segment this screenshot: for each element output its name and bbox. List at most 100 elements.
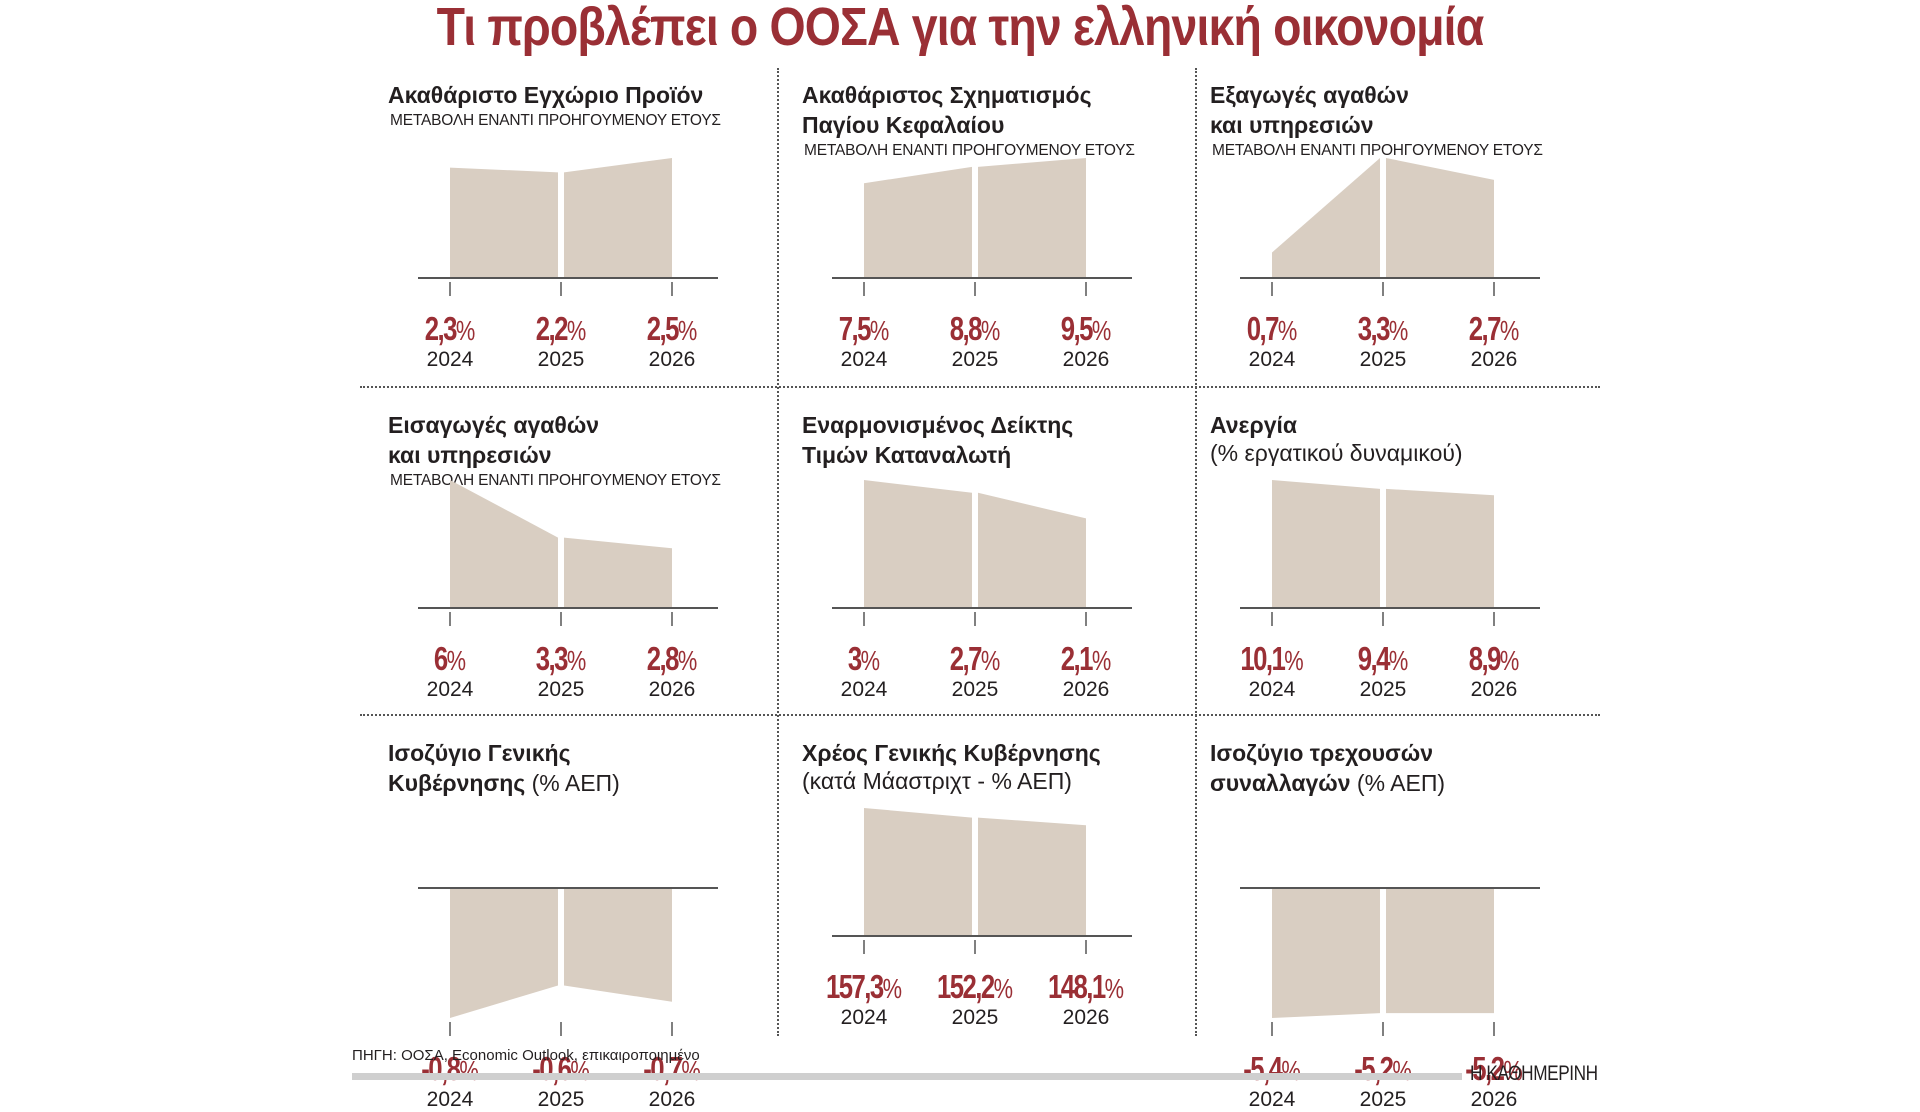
data-label-unit: % [882,973,903,1004]
x-tick-label: 2026 [1470,678,1518,701]
data-label: 6% [403,640,497,678]
data-label-unit: % [1499,315,1520,346]
x-tick-label: 2024 [426,1088,474,1111]
data-label-value: 0,7 [1246,310,1280,347]
x-tick-label: 2025 [1359,348,1407,371]
data-label-unit: % [1284,645,1304,676]
area-segment-2024-2025 [1272,480,1380,608]
data-label: -5,4% [1225,1050,1319,1088]
row-divider-2 [360,714,1600,716]
data-label-unit: % [1388,645,1409,676]
data-label-value: 9,4 [1357,640,1391,677]
chart-title-line2: Κυβέρνησης (% ΑΕΠ) [388,768,620,798]
x-tick-label: 2025 [1359,678,1407,701]
data-label-unit: % [1104,973,1125,1004]
data-label-unit: % [993,973,1014,1004]
area-chart [418,887,718,1036]
chart-subtitle: ΜΕΤΑΒΟΛΗ ΕΝΑΝΤΙ ΠΡΟΗΓΟΥΜΕΝΟΥ ΕΤΟΥΣ [390,472,721,489]
x-tick-label: 2026 [1470,1088,1518,1111]
data-label-unit: % [1503,1055,1523,1086]
x-tick-label: 2025 [951,678,999,701]
data-label-value: 9,5 [1060,310,1094,347]
x-tick-label: 2026 [1062,1006,1110,1029]
x-tick-label: 2024 [1248,348,1296,371]
area-chart [832,808,1132,954]
x-tick-label: 2024 [840,1006,888,1029]
chart-title: Ισοζύγιο τρεχουσών συναλλαγών (% ΑΕΠ) [1210,738,1445,798]
chart-title-line2-text: συναλλαγών [1210,770,1351,796]
area-segment-2025-2026 [1386,488,1494,608]
x-tick-label: 2025 [951,1006,999,1029]
chart-title-line2-text: και υπηρεσιών [1210,112,1374,138]
chart-panel: Χρέος Γενικής Κυβέρνησης (κατά Μάαστριχτ … [802,738,1202,1058]
data-label: 7,5% [817,310,911,348]
data-label-unit: % [980,315,1001,346]
chart-panel: Εναρμονισμένος Δείκτης Τιμών Καταναλωτή 3%… [802,410,1202,730]
area-chart [832,158,1132,296]
data-label-unit: % [446,645,467,676]
data-label: 2,8% [625,640,719,678]
chart-title-line1: Ισοζύγιο τρεχουσών [1210,740,1433,766]
area-segment-2024-2025 [864,166,972,278]
chart-title: Ισοζύγιο Γενικής Κυβέρνησης (% ΑΕΠ) [388,738,620,798]
x-tick-label: 2024 [840,678,888,701]
data-label-value: 2,5 [646,310,680,347]
chart-title-line2: και υπηρεσιών [388,440,599,470]
chart-title-line2: Παγίου Κεφαλαίου [802,110,1092,140]
chart-title-suffix: (% ΑΕΠ) [1356,770,1446,796]
x-tick-label: 2024 [840,348,888,371]
data-label: 8,8% [928,310,1022,348]
area-segment-2024-2025 [1272,158,1380,278]
data-label-value: 10,1 [1240,640,1285,677]
area-segment-2025-2026 [978,492,1086,608]
data-label-value: 3 [847,640,862,677]
data-label-value: 8,8 [949,310,983,347]
data-label: 2,2% [514,310,608,348]
data-label-value: 2,7 [1468,310,1502,347]
chart-panel: Ακαθάριστο Εγχώριο Προϊόν ΜΕΤΑΒΟΛΗ ΕΝΑΝΤΙ… [388,80,788,400]
data-label-value: 7,5 [838,310,872,347]
data-label-value: 3,3 [535,640,569,677]
data-label-unit: % [566,315,587,346]
area-segment-2024-2025 [864,808,972,936]
footer-bar [352,1073,1462,1080]
chart-title: Εξαγωγές αγαθών και υπηρεσιών [1210,80,1409,140]
data-label-value: 2,8 [646,640,680,677]
area-segment-2024-2025 [1272,888,1380,1018]
x-tick-label: 2026 [1470,348,1518,371]
chart-title-line1: Ακαθάριστο Εγχώριο Προϊόν [388,82,704,108]
data-label: 3,3% [1336,310,1430,348]
x-tick-label: 2026 [1062,348,1110,371]
page-title: Τι προβλέπει ο ΟΟΣΑ για την ελληνική οικ… [436,0,1485,57]
data-label-value: 2,7 [949,640,983,677]
data-label-value: 2,2 [535,310,569,347]
area-segment-2025-2026 [564,537,672,608]
data-label-unit: % [1091,315,1112,346]
data-label-unit: % [1499,645,1520,676]
data-label: 2,7% [1447,310,1541,348]
chart-subtitle: ΜΕΤΑΒΟΛΗ ΕΝΑΝΤΙ ΠΡΟΗΓΟΥΜΕΝΟΥ ΕΤΟΥΣ [390,112,721,129]
x-tick-label: 2026 [648,348,696,371]
data-label: 152,2% [928,968,1022,1006]
area-chart [1240,887,1540,1036]
data-label-unit: % [677,315,698,346]
x-tick-label: 2024 [1248,678,1296,701]
data-label-value: 2,3 [424,310,458,347]
area-segment-2025-2026 [978,817,1086,936]
data-label-value: 6 [433,640,448,677]
area-segment-2025-2026 [564,888,672,1002]
chart-title-line1: Εξαγωγές αγαθών [1210,82,1409,108]
data-label: 3,3% [514,640,608,678]
chart-subtitle: (κατά Μάαστριχτ - % ΑΕΠ) [802,768,1072,794]
chart-panel: Ισοζύγιο τρεχουσών συναλλαγών (% ΑΕΠ) -5,4… [1210,738,1610,1111]
chart-panel: Εισαγωγές αγαθών και υπηρεσιών ΜΕΤΑΒΟΛΗ ΕΝ… [388,410,788,730]
area-chart [418,158,718,296]
data-label-unit: % [1281,1055,1301,1086]
area-segment-2025-2026 [1386,888,1494,1014]
area-segment-2025-2026 [1386,158,1494,278]
data-label-unit: % [566,645,587,676]
chart-panel: Ισοζύγιο Γενικής Κυβέρνησης (% ΑΕΠ) -0,8% 2… [388,738,788,1111]
x-tick-label: 2025 [1359,1088,1407,1111]
data-label: 8,9% [1447,640,1541,678]
chart-title: Ανεργία [1210,410,1297,440]
